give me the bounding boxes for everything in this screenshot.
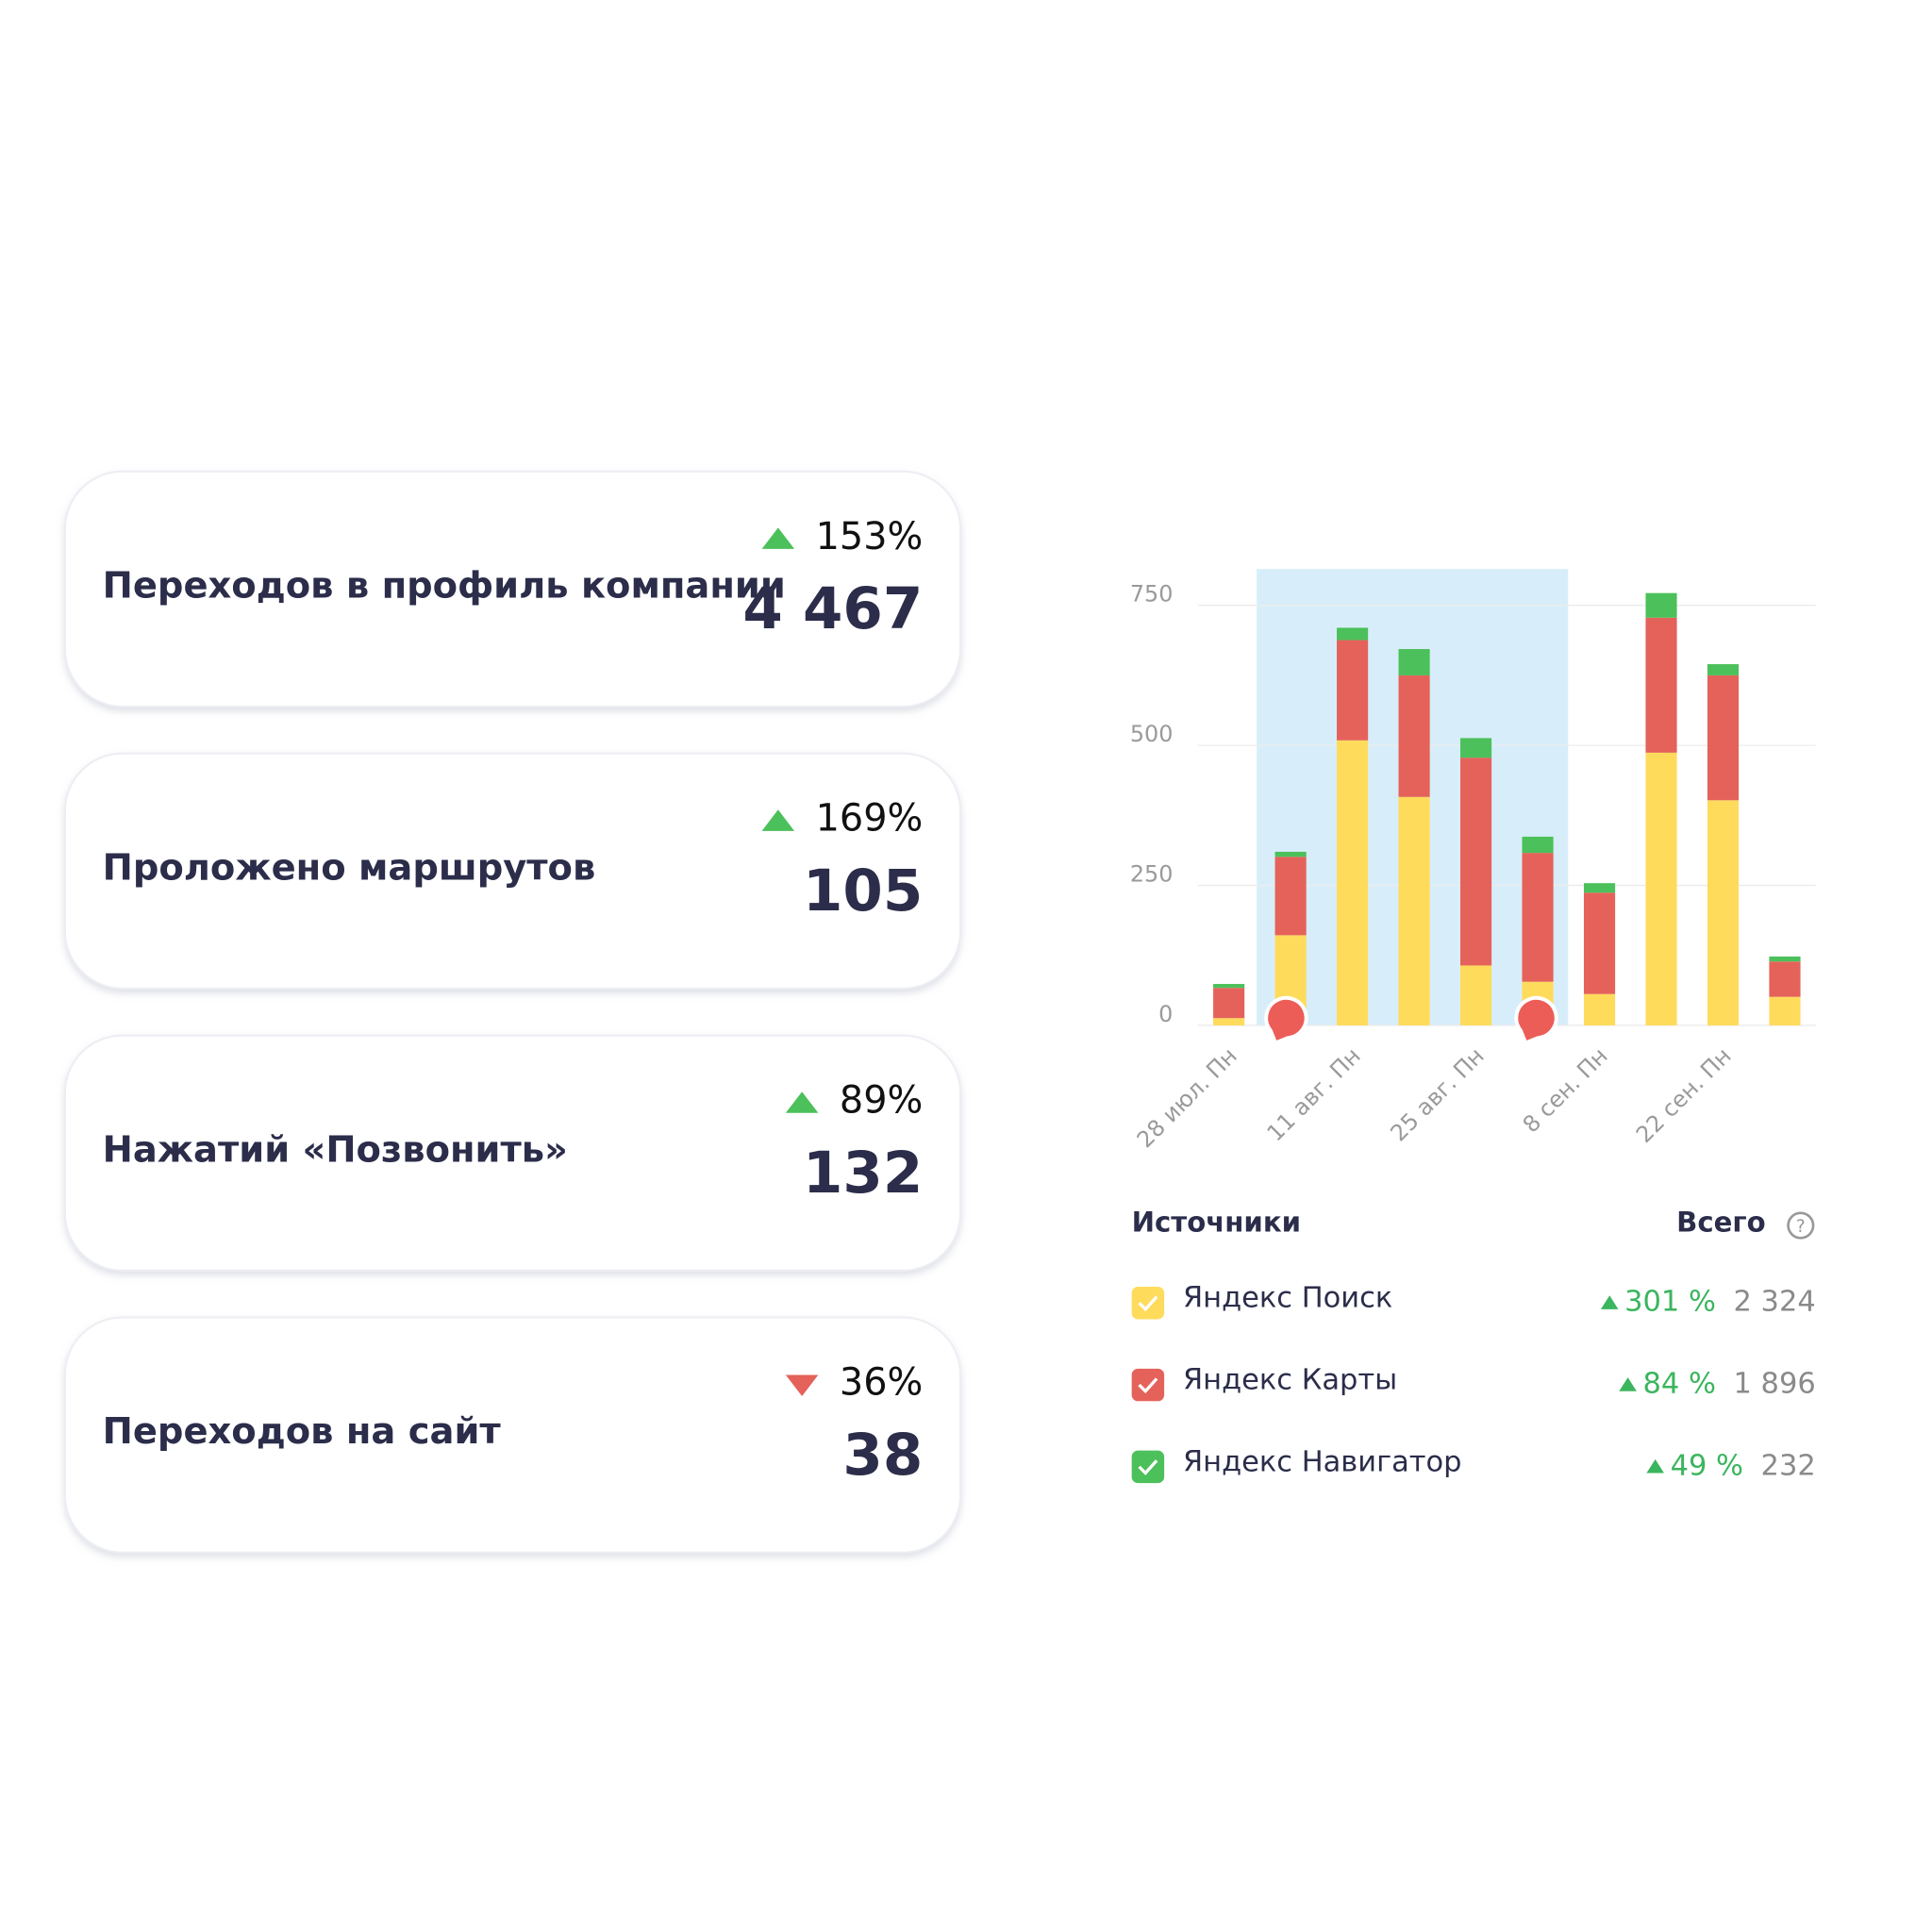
- help-icon[interactable]: [1787, 1211, 1815, 1240]
- legend-change: 84 %: [1643, 1368, 1716, 1401]
- bar-segment: [1213, 984, 1245, 989]
- bar-segment: [1645, 617, 1677, 753]
- checkmark: [1138, 1295, 1158, 1312]
- help-icon-glyph: ?: [1796, 1217, 1806, 1237]
- bar-segment: [1398, 796, 1430, 1025]
- trend-arrow: [785, 1374, 819, 1396]
- card: [63, 1316, 962, 1554]
- trend-arrow: [761, 809, 795, 831]
- event-marker[interactable]: [1264, 995, 1308, 1046]
- card-change: 36%: [840, 1361, 923, 1405]
- card-value: 4 467: [742, 575, 923, 642]
- bar-segment: [1645, 592, 1677, 618]
- bar-segment: [1337, 740, 1369, 1025]
- bar-segment: [1274, 851, 1307, 858]
- bar-segment: [1707, 675, 1740, 801]
- bar-segment: [1398, 649, 1430, 675]
- card: [63, 752, 962, 990]
- legend-name: Яндекс Карты: [1183, 1364, 1397, 1397]
- legend-name: Яндекс Поиск: [1183, 1282, 1392, 1315]
- card-label: Проложено маршрутов: [103, 846, 596, 889]
- bar-segment: [1522, 836, 1554, 854]
- legend-checkbox[interactable]: [1131, 1368, 1165, 1402]
- legend-change: 301 %: [1624, 1286, 1716, 1319]
- trend-arrow: [1646, 1458, 1664, 1474]
- legend-total: 2 324: [1733, 1286, 1815, 1319]
- trend-arrow: [785, 1091, 819, 1113]
- card-label: Нажатий «Позвонить»: [103, 1128, 568, 1171]
- bar-segment: [1274, 857, 1307, 936]
- card-change: 153%: [816, 515, 924, 558]
- card: [63, 470, 962, 708]
- bar-segment: [1707, 800, 1740, 1025]
- bar-segment: [1645, 752, 1677, 1025]
- card-change: 89%: [840, 1079, 923, 1123]
- card-value: 105: [803, 858, 923, 924]
- bar-segment: [1213, 1018, 1245, 1025]
- bar-segment: [1707, 664, 1740, 675]
- legend-total-title: Всего: [1676, 1207, 1766, 1239]
- bar-segment: [1459, 965, 1492, 1025]
- event-marker[interactable]: [1514, 995, 1558, 1046]
- bar-segment: [1522, 853, 1554, 982]
- legend-total: 232: [1761, 1449, 1816, 1482]
- bar-segment: [1459, 758, 1492, 966]
- y-tick-label: 500: [1130, 721, 1174, 747]
- x-tick-label: 11 авг. Пн: [1262, 1042, 1366, 1146]
- y-tick-label: 750: [1130, 581, 1174, 608]
- trend-arrow: [1600, 1295, 1619, 1309]
- bar-segment: [1769, 956, 1801, 962]
- trend-arrow: [761, 527, 795, 549]
- legend-name: Яндекс Навигатор: [1183, 1445, 1462, 1478]
- y-tick-label: 250: [1130, 860, 1174, 887]
- card-change: 169%: [816, 797, 924, 841]
- legend-title: Источники: [1132, 1207, 1301, 1239]
- card-label: Переходов на сайт: [103, 1410, 502, 1453]
- legend: Источники Всего ? Яндекс Поиск 2 324 301 %…: [1131, 1207, 1816, 1484]
- bar-segment: [1337, 627, 1369, 641]
- x-tick-label: 8 сен. Пн: [1518, 1042, 1613, 1138]
- x-tick-label: 25 авг. Пн: [1385, 1042, 1489, 1146]
- cards: Переходов в профиль компании 153% 4 467 Про…: [63, 470, 962, 1554]
- legend-change: 49 %: [1671, 1449, 1743, 1482]
- legend-total: 1 896: [1733, 1368, 1815, 1401]
- bar-segment: [1213, 988, 1245, 1019]
- bar-segment: [1583, 993, 1616, 1025]
- y-tick-label: 0: [1158, 1001, 1173, 1027]
- bar-segment: [1459, 738, 1492, 758]
- bar-segment: [1769, 961, 1801, 997]
- x-tick-label: 28 июл. Пн: [1132, 1042, 1242, 1153]
- card-value: 132: [803, 1140, 923, 1207]
- checkmark: [1138, 1459, 1158, 1475]
- card-value: 38: [842, 1422, 923, 1489]
- x-tick-label: 22 сен. Пн: [1631, 1042, 1737, 1148]
- bar-segment: [1583, 892, 1616, 994]
- card-label: Переходов в профиль компании: [103, 565, 786, 608]
- bar-segment: [1398, 675, 1430, 797]
- bar-segment: [1769, 996, 1801, 1025]
- card: [63, 1034, 962, 1272]
- bar-segment: [1583, 883, 1616, 893]
- checkmark: [1138, 1377, 1158, 1394]
- event-markers: [1264, 995, 1558, 1046]
- trend-arrow: [1619, 1377, 1637, 1391]
- bar-segment: [1337, 640, 1369, 741]
- legend-checkbox[interactable]: [1131, 1287, 1165, 1320]
- legend-checkbox[interactable]: [1131, 1450, 1165, 1484]
